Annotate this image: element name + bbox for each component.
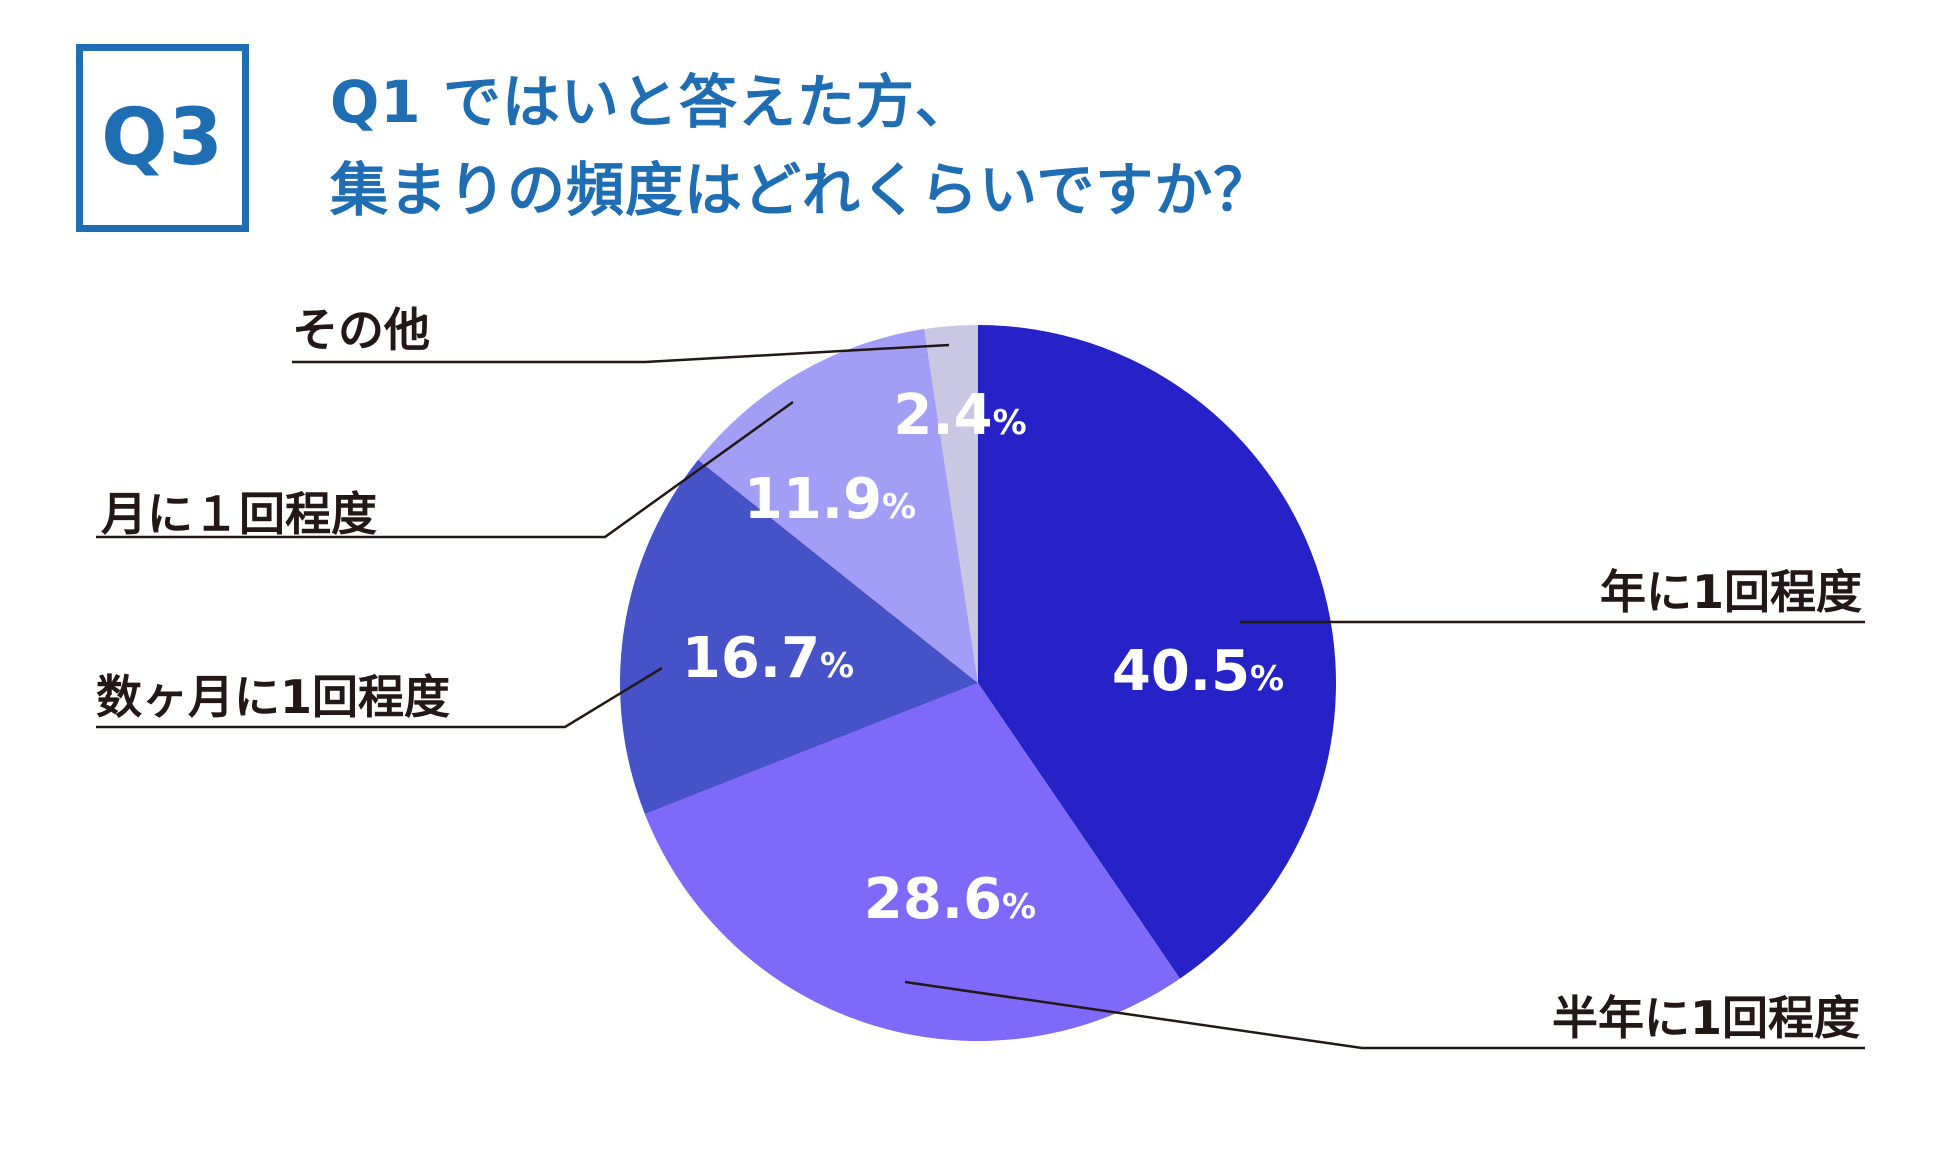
pie-slice	[924, 325, 978, 683]
pie-slice	[619, 459, 978, 815]
pie-slice	[644, 683, 1180, 1042]
percentage-label: 40.5%	[1112, 639, 1284, 704]
percentage-label: 2.4%	[893, 383, 1026, 448]
leader-line	[96, 666, 663, 729]
question-number: Q3	[101, 93, 224, 183]
percentage-label: 11.9%	[744, 467, 916, 532]
category-label: 数ヶ月に1回程度	[96, 670, 450, 724]
percentage-labels: 40.5% 28.6% 16.7% 11.9% 2.4%	[682, 383, 1284, 932]
category-label: 半年に1回程度	[1552, 991, 1860, 1045]
percentage-label: 16.7%	[682, 626, 854, 691]
pie-slice	[698, 329, 978, 683]
title-line-2: 集まりの頻度はどれくらいですか？	[330, 156, 1273, 224]
chart-title: Q1 ではいと答えた方、 集まりの頻度はどれくらいですか？	[330, 58, 1272, 234]
pie-slices	[619, 325, 1336, 1042]
leader-line	[292, 343, 950, 364]
leader-lines	[96, 343, 1865, 1050]
category-label: 年に1回程度	[1600, 565, 1862, 619]
category-label: 月に１回程度	[101, 487, 377, 541]
pie-slice	[978, 325, 1336, 979]
percentage-label: 28.6%	[864, 867, 1036, 932]
leader-line	[96, 400, 794, 539]
title-line-1: Q1 ではいと答えた方、	[330, 68, 974, 136]
leader-line	[904, 980, 1865, 1050]
question-badge: Q3	[76, 44, 249, 232]
category-label: その他	[292, 303, 430, 357]
